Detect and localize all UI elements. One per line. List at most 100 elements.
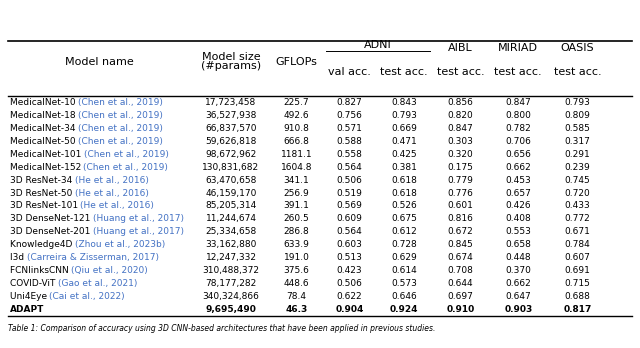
Text: 0.728: 0.728 — [392, 240, 417, 249]
Text: 0.820: 0.820 — [447, 111, 474, 120]
Text: 3D DenseNet-201: 3D DenseNet-201 — [10, 227, 93, 236]
Text: 0.612: 0.612 — [392, 227, 417, 236]
Text: 0.697: 0.697 — [447, 292, 474, 301]
Text: 0.426: 0.426 — [506, 201, 531, 211]
Text: 0.903: 0.903 — [504, 304, 532, 314]
Text: 11,244,674: 11,244,674 — [205, 214, 257, 223]
Text: 256.9: 256.9 — [284, 189, 310, 198]
Text: 286.8: 286.8 — [284, 227, 310, 236]
Text: 0.571: 0.571 — [337, 124, 363, 133]
Text: 0.910: 0.910 — [446, 304, 475, 314]
Text: 0.656: 0.656 — [506, 150, 531, 159]
Text: 260.5: 260.5 — [284, 214, 310, 223]
Text: 0.672: 0.672 — [447, 227, 474, 236]
Text: 0.622: 0.622 — [337, 292, 362, 301]
Text: 0.291: 0.291 — [564, 150, 591, 159]
Text: test acc.: test acc. — [495, 67, 542, 77]
Text: (Huang et al., 2017): (Huang et al., 2017) — [93, 227, 184, 236]
Text: (He et al., 2016): (He et al., 2016) — [74, 176, 148, 185]
Text: 98,672,962: 98,672,962 — [205, 150, 257, 159]
Text: 0.644: 0.644 — [448, 279, 474, 288]
Text: (Gao et al., 2021): (Gao et al., 2021) — [58, 279, 137, 288]
Text: 0.708: 0.708 — [447, 266, 474, 275]
Text: 0.675: 0.675 — [392, 214, 417, 223]
Text: 0.674: 0.674 — [447, 253, 474, 262]
Text: 0.782: 0.782 — [506, 124, 531, 133]
Text: (Chen et al., 2019): (Chen et al., 2019) — [83, 163, 168, 172]
Text: 3D DenseNet-121: 3D DenseNet-121 — [10, 214, 93, 223]
Text: 3D ResNet-101: 3D ResNet-101 — [10, 201, 81, 211]
Text: 0.573: 0.573 — [392, 279, 417, 288]
Text: 0.175: 0.175 — [447, 163, 474, 172]
Text: 0.756: 0.756 — [337, 111, 363, 120]
Text: 492.6: 492.6 — [284, 111, 309, 120]
Text: 25,334,658: 25,334,658 — [205, 227, 257, 236]
Text: 36,527,938: 36,527,938 — [205, 111, 257, 120]
Text: MedicalNet-152: MedicalNet-152 — [10, 163, 84, 172]
Text: 0.817: 0.817 — [563, 304, 592, 314]
Text: 0.448: 0.448 — [506, 253, 531, 262]
Text: (Huang et al., 2017): (Huang et al., 2017) — [93, 214, 184, 223]
Text: MedicalNet-101: MedicalNet-101 — [10, 150, 84, 159]
Text: 63,470,658: 63,470,658 — [205, 176, 257, 185]
Text: 0.691: 0.691 — [564, 266, 591, 275]
Text: 1181.1: 1181.1 — [281, 150, 312, 159]
Text: MedicalNet-50: MedicalNet-50 — [10, 137, 78, 146]
Text: 0.588: 0.588 — [337, 137, 363, 146]
Text: MedicalNet-18: MedicalNet-18 — [10, 111, 78, 120]
Text: 0.408: 0.408 — [506, 214, 531, 223]
Text: 0.513: 0.513 — [337, 253, 363, 262]
Text: I3d: I3d — [10, 253, 27, 262]
Text: 0.607: 0.607 — [564, 253, 591, 262]
Text: MIRIAD: MIRIAD — [499, 43, 538, 53]
Text: 0.715: 0.715 — [564, 279, 591, 288]
Text: (Carreira & Zisserman, 2017): (Carreira & Zisserman, 2017) — [27, 253, 159, 262]
Text: 66,837,570: 66,837,570 — [205, 124, 257, 133]
Text: 0.618: 0.618 — [392, 176, 417, 185]
Text: 0.662: 0.662 — [506, 163, 531, 172]
Text: 0.564: 0.564 — [337, 227, 362, 236]
Text: 0.320: 0.320 — [447, 150, 474, 159]
Text: 0.423: 0.423 — [337, 266, 362, 275]
Text: 0.669: 0.669 — [392, 124, 417, 133]
Text: 0.924: 0.924 — [390, 304, 419, 314]
Text: Table 1: Comparison of accuracy using 3D CNN-based architectures that have been : Table 1: Comparison of accuracy using 3D… — [8, 324, 435, 333]
Text: (#params): (#params) — [201, 61, 261, 71]
Text: 0.745: 0.745 — [564, 176, 591, 185]
Text: 0.647: 0.647 — [506, 292, 531, 301]
Text: 0.646: 0.646 — [392, 292, 417, 301]
Text: 0.779: 0.779 — [447, 176, 474, 185]
Text: 0.471: 0.471 — [392, 137, 417, 146]
Text: test acc.: test acc. — [381, 67, 428, 77]
Text: 0.904: 0.904 — [335, 304, 364, 314]
Text: test acc.: test acc. — [554, 67, 602, 77]
Text: AIBL: AIBL — [448, 43, 473, 53]
Text: 3D ResNet-34: 3D ResNet-34 — [10, 176, 75, 185]
Text: 0.843: 0.843 — [392, 98, 417, 107]
Text: 33,162,880: 33,162,880 — [205, 240, 257, 249]
Text: OASIS: OASIS — [561, 43, 595, 53]
Text: 391.1: 391.1 — [284, 201, 310, 211]
Text: 0.827: 0.827 — [337, 98, 362, 107]
Text: ADAPT: ADAPT — [10, 304, 44, 314]
Text: 666.8: 666.8 — [284, 137, 310, 146]
Text: 0.662: 0.662 — [506, 279, 531, 288]
Text: 0.706: 0.706 — [506, 137, 531, 146]
Text: (Chen et al., 2019): (Chen et al., 2019) — [78, 137, 163, 146]
Text: Model size: Model size — [202, 52, 260, 62]
Text: FCNlinksCNN: FCNlinksCNN — [10, 266, 71, 275]
Text: (Chen et al., 2019): (Chen et al., 2019) — [78, 111, 163, 120]
Text: (He et al., 2016): (He et al., 2016) — [81, 201, 154, 211]
Text: 341.1: 341.1 — [284, 176, 310, 185]
Text: 0.800: 0.800 — [506, 111, 531, 120]
Text: 0.618: 0.618 — [392, 189, 417, 198]
Text: 0.370: 0.370 — [506, 266, 531, 275]
Text: ADNI: ADNI — [364, 40, 392, 50]
Text: 225.7: 225.7 — [284, 98, 309, 107]
Text: Model name: Model name — [65, 57, 134, 67]
Text: 0.688: 0.688 — [564, 292, 591, 301]
Text: 0.526: 0.526 — [392, 201, 417, 211]
Text: GFLOPs: GFLOPs — [276, 57, 317, 67]
Text: 375.6: 375.6 — [284, 266, 310, 275]
Text: 1604.8: 1604.8 — [281, 163, 312, 172]
